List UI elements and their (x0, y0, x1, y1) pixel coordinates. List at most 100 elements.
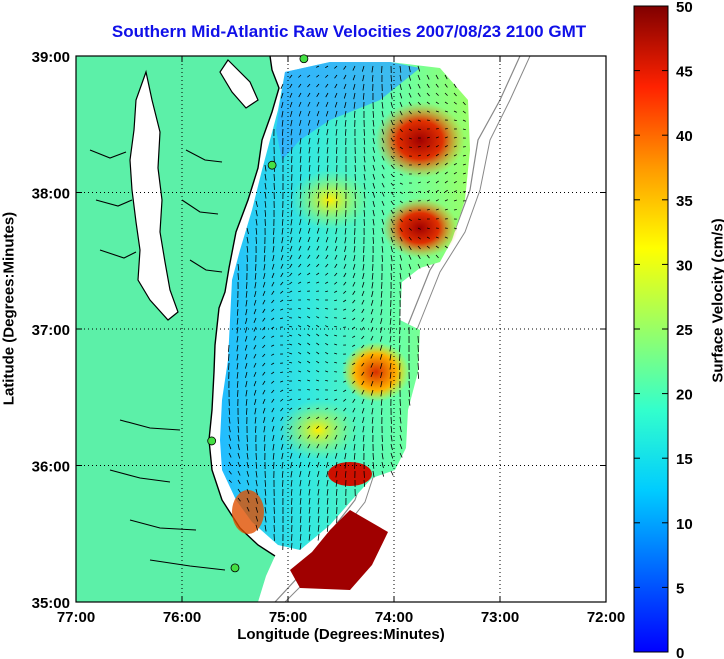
velocity-arrow (317, 515, 320, 523)
velocity-arrows (228, 65, 466, 550)
velocity-arrow (281, 461, 284, 469)
velocity-arrow (298, 434, 302, 440)
colorbar-tick-label: 45 (676, 64, 693, 81)
velocity-arrow (289, 74, 293, 79)
velocity-arrow (344, 470, 347, 478)
velocity-arrow (363, 146, 366, 154)
velocity-arrow (325, 361, 329, 364)
velocity-arrow (453, 110, 457, 113)
velocity-arrow (381, 119, 384, 126)
velocity-arrow (316, 92, 320, 98)
velocity-arrow (316, 83, 320, 88)
velocity-arrow (361, 398, 365, 405)
velocity-arrow (399, 110, 403, 116)
velocity-arrow (372, 110, 375, 118)
velocity-arrow (281, 443, 284, 450)
velocity-arrow (444, 236, 448, 239)
velocity-arrow (326, 173, 329, 181)
velocity-arrow (344, 128, 347, 136)
velocity-arrow (325, 316, 329, 319)
velocity-arrow (343, 254, 347, 261)
velocity-arrow (354, 182, 356, 190)
velocity-arrow (246, 506, 250, 512)
velocity-arrow (262, 362, 266, 367)
velocity-arrow (317, 218, 320, 226)
velocity-arrow (390, 263, 393, 271)
velocity-arrow (299, 146, 302, 154)
velocity-arrow (316, 227, 320, 234)
velocity-arrow (262, 335, 266, 340)
velocity-arrow (298, 333, 302, 337)
velocity-arrow (363, 191, 366, 199)
velocity-arrow (299, 155, 302, 163)
velocity-arrow (325, 434, 329, 440)
velocity-arrow (399, 407, 402, 415)
velocity-arrow (426, 136, 430, 139)
velocity-arrow (236, 344, 239, 352)
velocity-arrow (308, 137, 311, 145)
velocity-arrow (316, 333, 320, 337)
velocity-arrow (363, 137, 366, 145)
velocity-arrow (334, 407, 338, 411)
velocity-arrow (245, 308, 248, 316)
chesapeake-bay (129, 69, 179, 321)
velocity-arrow (408, 65, 411, 73)
velocity-arrow (380, 317, 383, 325)
velocity-arrow (399, 416, 402, 424)
velocity-arrow (426, 83, 430, 88)
velocity-arrow (228, 443, 232, 450)
velocity-arrow (316, 360, 320, 364)
velocity-arrow (352, 425, 356, 432)
velocity-arrow (228, 461, 232, 467)
velocity-arrow (453, 199, 457, 202)
velocity-arrow (262, 407, 266, 414)
velocity-arrow (272, 452, 275, 460)
velocity-arrow (299, 533, 302, 541)
station-markers (207, 54, 309, 573)
velocity-arrow (289, 290, 293, 293)
velocity-arrow (435, 189, 439, 193)
velocity-arrow (363, 182, 366, 190)
velocity-arrow (290, 227, 293, 235)
velocity-arrow (343, 425, 347, 431)
velocity-field (220, 62, 470, 590)
velocity-arrow (255, 263, 257, 271)
velocity-arrow (298, 272, 302, 276)
velocity-arrow (281, 227, 284, 235)
y-tick-label: 37:00 (32, 322, 70, 339)
velocity-arrow (380, 389, 383, 397)
velocity-arrow (453, 101, 457, 105)
velocity-arrow (399, 173, 403, 176)
velocity-arrow (444, 83, 448, 88)
velocity-arrow (263, 425, 266, 433)
velocity-arrow (271, 308, 275, 312)
coastline (208, 56, 280, 557)
velocity-arrow (334, 281, 338, 285)
velocity-arrow (263, 416, 266, 423)
velocity-arrow (291, 155, 293, 163)
velocity-arrow (316, 379, 320, 382)
velocity-arrow (352, 326, 356, 330)
velocity-arrow (334, 83, 338, 89)
velocity-arrow (237, 452, 241, 459)
velocity-arrow (362, 425, 365, 433)
velocity-arrow (343, 281, 347, 286)
velocity-arrow (453, 209, 457, 211)
velocity-arrow (399, 236, 403, 242)
velocity-arrow (335, 128, 338, 136)
velocity-arrow (399, 155, 403, 158)
velocity-arrow (363, 128, 365, 136)
velocity-arrow (264, 173, 267, 181)
velocity-arrow (237, 443, 240, 451)
velocity-arrow (426, 245, 430, 249)
velocity-arrow (237, 425, 240, 433)
velocity-arrow (307, 119, 311, 126)
velocity-arrow (399, 254, 403, 261)
velocity-arrow (399, 281, 402, 289)
velocity-arrow (307, 83, 311, 88)
velocity-arrow (281, 119, 284, 127)
velocity-arrow (326, 506, 329, 514)
velocity-arrow (352, 344, 356, 347)
velocity-arrow (361, 281, 365, 288)
velocity-arrow (254, 281, 257, 289)
